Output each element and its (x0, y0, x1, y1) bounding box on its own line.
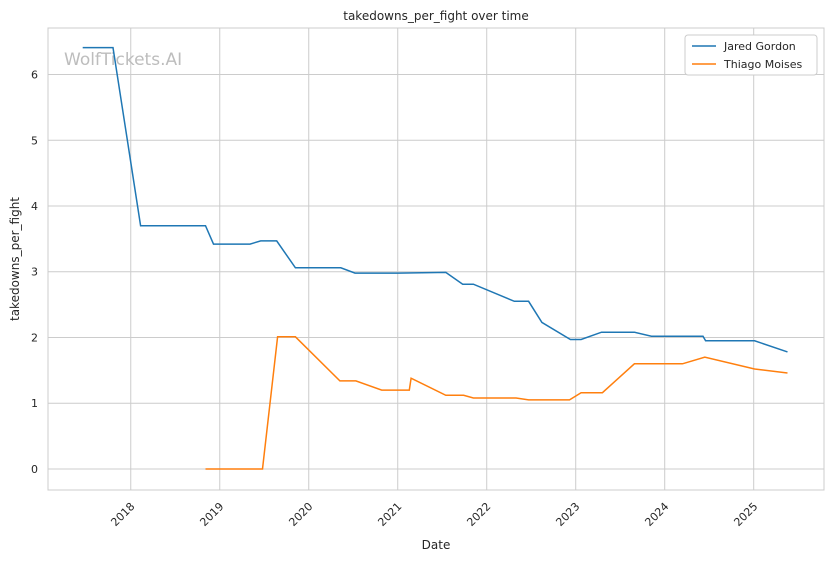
x-tick-label: 2023 (553, 500, 582, 529)
x-axis-label: Date (422, 538, 451, 552)
y-tick-label: 6 (31, 69, 38, 82)
plot-area (47, 27, 825, 491)
x-tick-label: 2018 (108, 500, 137, 529)
x-tick-label: 2020 (286, 500, 315, 529)
y-tick-label: 5 (31, 134, 38, 147)
y-tick-label: 0 (31, 463, 38, 476)
y-tick-label: 1 (31, 397, 38, 410)
x-tick-label: 2024 (642, 500, 671, 529)
y-axis-label: takedowns_per_fight (8, 197, 22, 321)
legend-label-thiago-moises: Thiago Moises (723, 58, 802, 71)
watermark: WolfTickets.AI (64, 50, 182, 70)
legend: Jared Gordon Thiago Moises (684, 34, 818, 76)
series-line-thiago-moises (205, 336, 788, 470)
x-tick-label: 2022 (464, 500, 493, 529)
legend-label-jared-gordon: Jared Gordon (723, 40, 796, 53)
chart-title: takedowns_per_fight over time (343, 9, 529, 23)
y-tick-label: 4 (31, 200, 38, 213)
x-tick-label: 2025 (731, 500, 760, 529)
x-tick-label: 2021 (375, 500, 404, 529)
y-tick-label: 2 (31, 331, 38, 344)
x-tick-label: 2019 (197, 500, 226, 529)
y-tick-label: 3 (31, 266, 38, 279)
series-line-jared-gordon (82, 46, 788, 353)
